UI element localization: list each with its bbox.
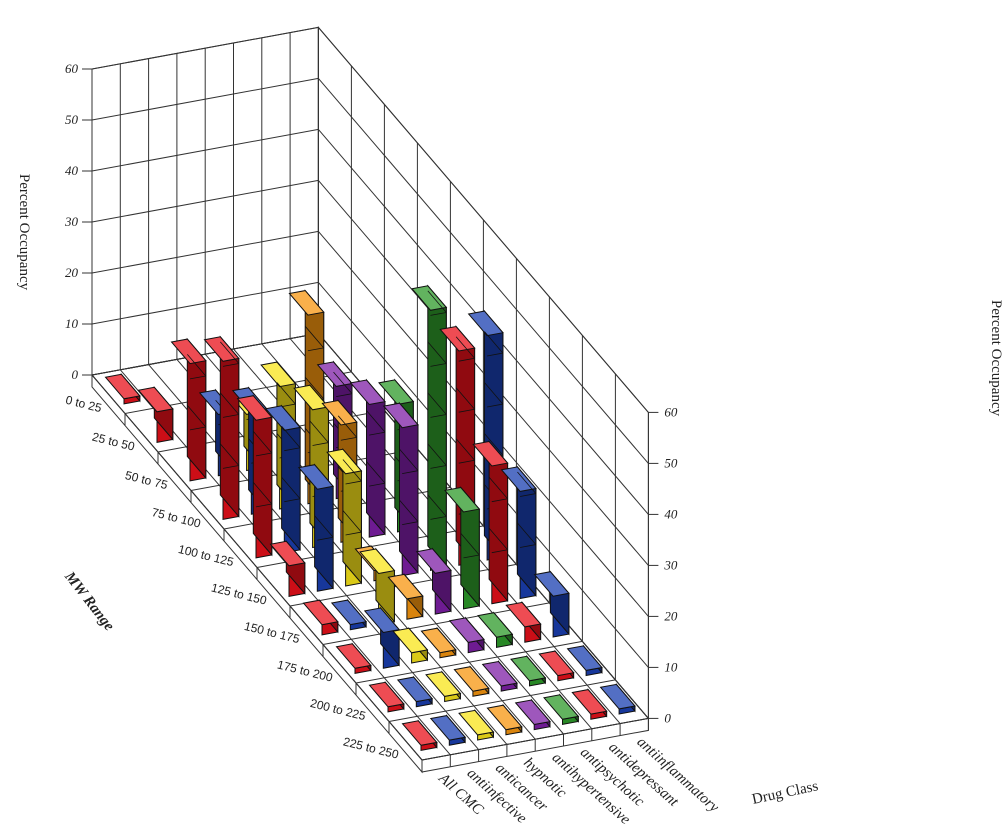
- bar: [481, 660, 518, 692]
- bar: [566, 644, 603, 677]
- bar: [599, 683, 636, 715]
- bar: [264, 404, 302, 554]
- mw-range-label: 0 to 25: [64, 393, 103, 416]
- z-tick-label-right: 30: [663, 557, 678, 572]
- y-axis-label: MW Range: [61, 568, 118, 634]
- bar: [330, 598, 368, 631]
- z-tick-label-right: 20: [664, 608, 678, 623]
- bar: [500, 465, 537, 600]
- mw-range-label: 225 to 250: [342, 734, 401, 761]
- bar: [448, 616, 485, 654]
- mw-range-label: 75 to 100: [150, 505, 202, 531]
- z-tick-label-right: 50: [664, 455, 678, 470]
- chart-bars: [104, 284, 636, 752]
- bar: [477, 611, 514, 649]
- z-tick-label-right: 60: [664, 404, 678, 419]
- bar: [137, 385, 174, 444]
- bar: [236, 394, 273, 559]
- mw-range-label: 125 to 150: [210, 580, 269, 607]
- floor-gridline: [91, 332, 319, 376]
- bar: [349, 378, 386, 538]
- bar: [458, 709, 495, 741]
- mw-range-label: 200 to 225: [309, 696, 368, 723]
- bar: [335, 642, 372, 675]
- z-tick-label-left: 40: [65, 163, 79, 178]
- z-tick-label-right: 0: [664, 710, 671, 725]
- bar: [368, 680, 405, 713]
- z-tick-label-right: 10: [664, 659, 678, 674]
- z-tick-label-left: 20: [65, 265, 79, 280]
- floor-gridline: [355, 640, 583, 684]
- bar: [425, 670, 462, 703]
- z-tick-label-left: 60: [65, 61, 79, 76]
- z-tick-label-left: 30: [64, 214, 79, 229]
- z-tick-label-left: 10: [65, 316, 79, 331]
- bar: [411, 284, 448, 572]
- mw-range-label: 100 to 125: [177, 542, 236, 569]
- bar: [514, 698, 551, 731]
- bar: [533, 570, 570, 638]
- x-axis-label: Drug Class: [751, 778, 820, 808]
- bar: [543, 693, 580, 726]
- mw-range-label: 25 to 50: [91, 430, 137, 454]
- bar: [382, 401, 419, 577]
- z-tick-label-right: 40: [664, 506, 678, 521]
- bar: [444, 486, 481, 610]
- bar: [420, 626, 457, 659]
- bar: [401, 719, 438, 752]
- z-axis-label-left: Percent Occupancy: [16, 174, 32, 291]
- bar: [472, 440, 509, 605]
- bar: [302, 598, 339, 636]
- mw-range-label: 150 to 175: [243, 619, 302, 646]
- bar: [538, 649, 575, 682]
- bar: [359, 547, 396, 626]
- floor-gridline: [388, 679, 616, 722]
- chart-walls: [91, 26, 649, 720]
- bar: [505, 601, 542, 643]
- bar: [510, 654, 547, 687]
- z-axis-label-right: Percent Occupancy: [988, 300, 1004, 417]
- bar: [486, 703, 523, 736]
- bar: [453, 665, 490, 697]
- bar: [297, 463, 335, 592]
- bar: [269, 539, 306, 598]
- bar: [429, 714, 467, 746]
- bar: [392, 626, 429, 664]
- bar: [170, 337, 207, 482]
- z-tick-label-left: 0: [72, 367, 79, 382]
- bar: [363, 606, 401, 669]
- z-tick-label-left: 50: [65, 112, 79, 127]
- bar: [396, 675, 434, 708]
- bar: [104, 372, 141, 405]
- bar: [387, 573, 424, 620]
- bar: [415, 547, 452, 615]
- bar: [571, 688, 608, 720]
- mw-range-label: 175 to 200: [276, 657, 335, 684]
- mw-range-label: 50 to 75: [124, 468, 170, 492]
- bar: [203, 335, 240, 521]
